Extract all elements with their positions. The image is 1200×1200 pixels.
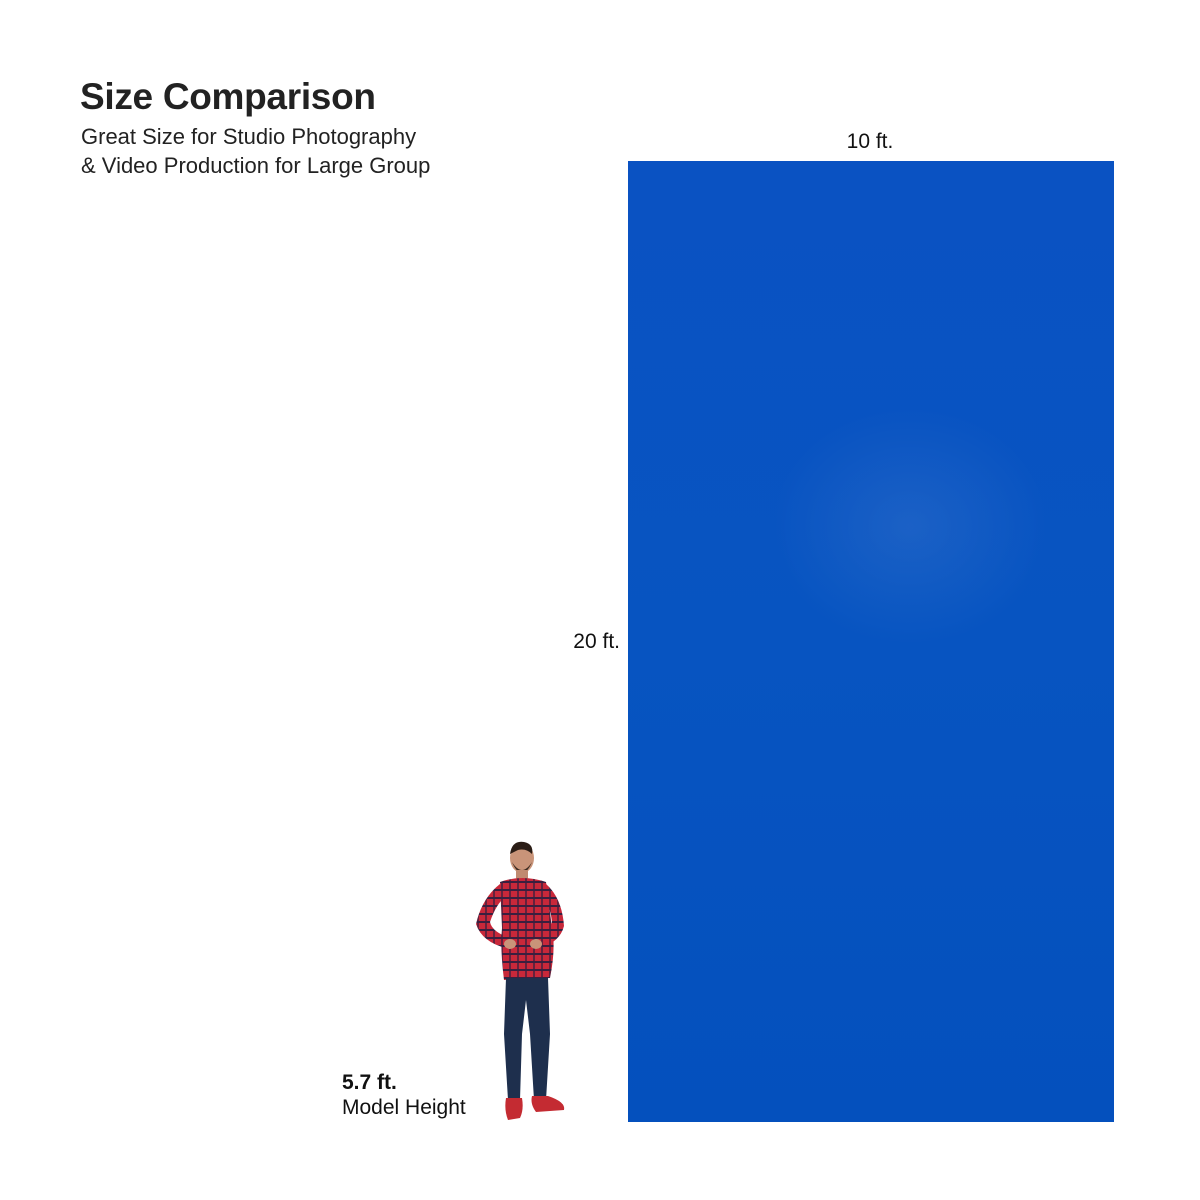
model-right-shoe	[531, 1096, 565, 1112]
model-right-arm	[536, 884, 564, 948]
model-jeans	[504, 978, 550, 1100]
model-figure	[476, 841, 565, 1120]
model-left-arm	[476, 884, 510, 948]
subtitle: Great Size for Studio Photography & Vide…	[81, 122, 430, 180]
page-title: Size Comparison	[80, 76, 376, 117]
blue-backdrop	[628, 161, 1114, 1122]
model-height-value: 5.7 ft.	[342, 1071, 397, 1094]
backdrop-height-label: 20 ft.	[573, 630, 620, 653]
model-left-shoe	[505, 1098, 523, 1120]
model-height-label: 5.7 ft. Model Height	[342, 1070, 466, 1120]
subtitle-line-1: Great Size for Studio Photography	[81, 124, 417, 149]
model-hair	[510, 841, 533, 854]
backdrop-width-label: 10 ft.	[846, 130, 894, 153]
model-height-caption: Model Height	[342, 1096, 466, 1119]
subtitle-line-2: & Video Production for Large Group	[81, 153, 431, 178]
model-shirt	[500, 878, 554, 980]
